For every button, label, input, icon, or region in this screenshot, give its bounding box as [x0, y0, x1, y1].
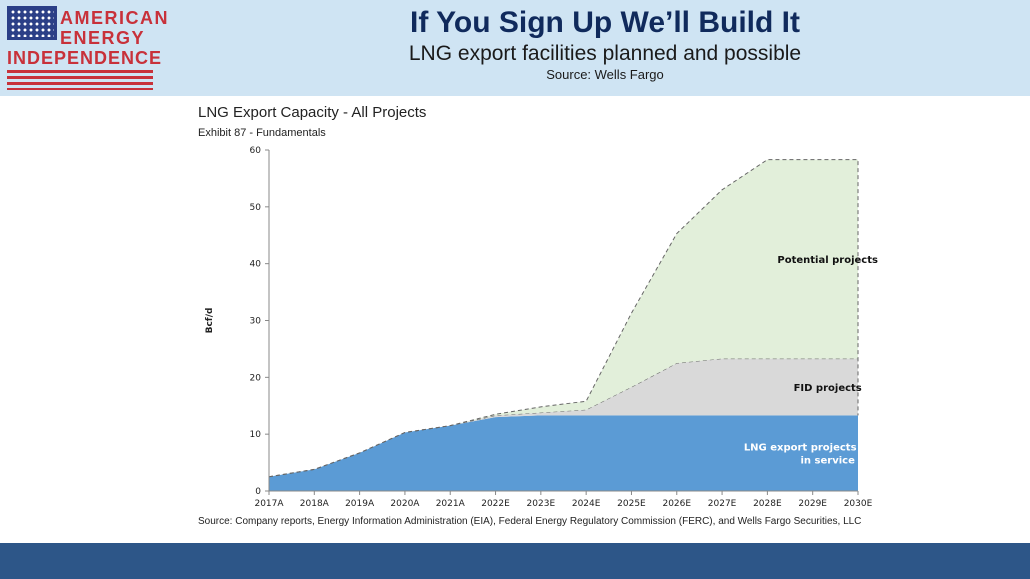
- series-outline-2: [268, 159, 859, 478]
- y-axis-label: Bcf/d: [205, 308, 215, 334]
- x-tick-label: 2018A: [300, 499, 330, 509]
- y-tick-label: 10: [250, 430, 262, 440]
- logo-line-2: ENERGY: [60, 28, 146, 48]
- footer-bar: [0, 543, 1030, 579]
- logo-line-3: INDEPENDENCE: [7, 48, 163, 68]
- x-tick-label: 2029E: [798, 499, 827, 509]
- flag-icon: [7, 6, 57, 40]
- slide-source: Source: Wells Fargo: [546, 67, 664, 82]
- slide-title: If You Sign Up We’ll Build It: [410, 6, 800, 39]
- y-tick-label: 30: [250, 317, 262, 327]
- chart-title: LNG Export Capacity - All Projects: [198, 104, 427, 121]
- logo-stripes: [7, 70, 153, 90]
- series-label-0: LNG export projects currently: [744, 443, 912, 454]
- series-label-2: Potential projects: [777, 255, 878, 266]
- x-tick-label: 2024E: [572, 499, 601, 509]
- american-energy-independence-logo: AMERICAN ENERGY INDEPENDENCE: [4, 4, 168, 92]
- y-tick-label: 40: [250, 260, 262, 270]
- series-area-0: [269, 415, 858, 491]
- x-tick-label: 2025E: [617, 499, 646, 509]
- y-tick-label: 60: [250, 146, 262, 156]
- x-tick-label: 2026E: [662, 499, 691, 509]
- series-area-2: [269, 159, 858, 477]
- y-tick-label: 0: [255, 487, 261, 497]
- chart-source-note: Source: Company reports, Energy Informat…: [198, 516, 862, 527]
- x-tick-label: 2022E: [481, 499, 510, 509]
- x-tick-label: 2028E: [753, 499, 782, 509]
- chart-subtitle: Exhibit 87 - Fundamentals: [198, 127, 326, 139]
- series-label-1: FID projects: [794, 383, 862, 394]
- header-banner: [0, 0, 1030, 96]
- x-tick-label: 2019A: [345, 499, 375, 509]
- y-tick-label: 20: [250, 373, 262, 383]
- series-label-0: in service: [801, 456, 856, 467]
- x-tick-label: 2017A: [254, 499, 284, 509]
- x-tick-label: 2027E: [708, 499, 737, 509]
- slide-subtitle: LNG export facilities planned and possib…: [408, 42, 802, 65]
- series-area-1: [269, 358, 858, 477]
- x-tick-label: 2030E: [844, 499, 873, 509]
- x-tick-label: 2020A: [390, 499, 420, 509]
- x-tick-label: 2021A: [436, 499, 466, 509]
- x-tick-label: 2023E: [527, 499, 556, 509]
- logo-line-1: AMERICAN: [60, 8, 169, 28]
- y-tick-label: 50: [250, 203, 262, 213]
